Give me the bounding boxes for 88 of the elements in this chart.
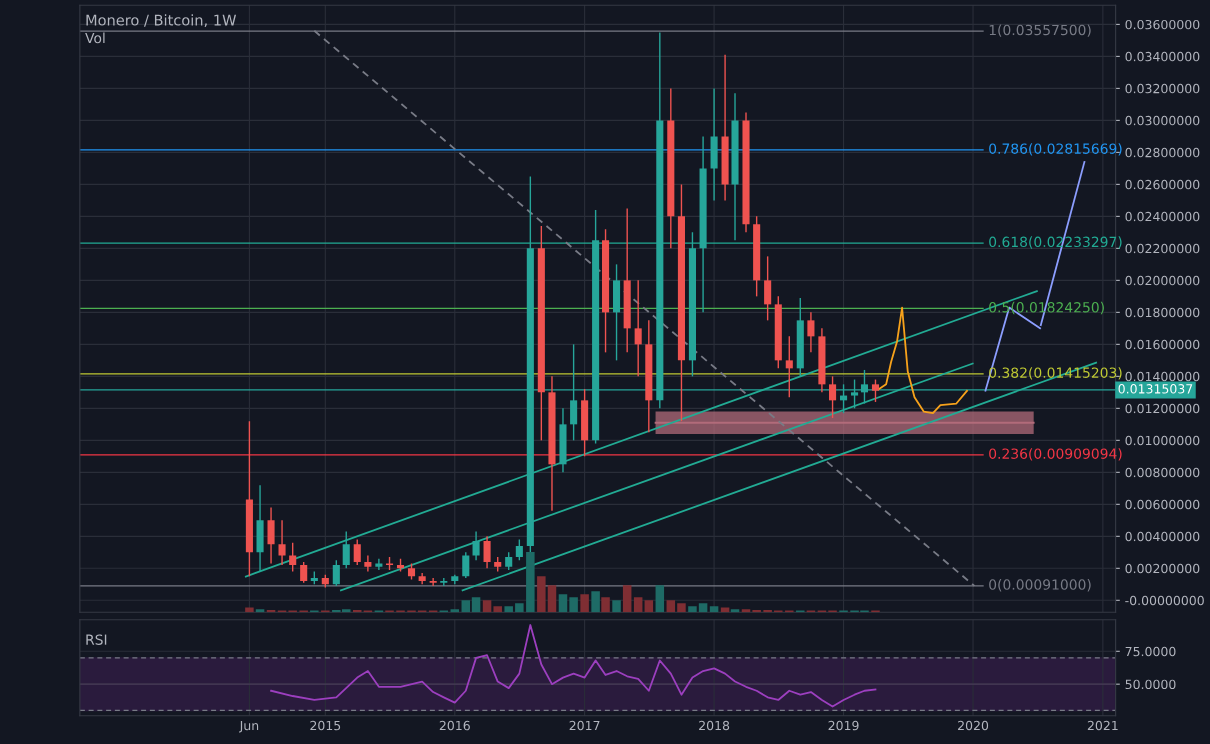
ref-line-label: 1(0.03557500) xyxy=(989,24,1091,37)
candlestick xyxy=(353,538,361,566)
candlestick xyxy=(462,551,470,579)
y-tick-label: 0.02600000 xyxy=(1125,179,1200,190)
bar xyxy=(698,603,708,613)
candlestick xyxy=(515,538,523,562)
y-tick-label: 0.02200000 xyxy=(1125,243,1200,254)
y-tick-label: 0.00800000 xyxy=(1125,467,1200,478)
text: Monero / Bitcoin, 1W xyxy=(86,14,237,28)
bar xyxy=(709,606,719,613)
annotation: RSI xyxy=(86,634,107,645)
bar xyxy=(547,585,557,613)
line-series xyxy=(270,624,877,708)
bar xyxy=(461,600,471,613)
bar xyxy=(591,591,600,613)
candlestick xyxy=(364,554,372,573)
candlestick xyxy=(764,255,772,322)
y-tick-label: 0.02800000 xyxy=(1125,147,1200,158)
y-tick-label: 0.00200000 xyxy=(1125,563,1200,574)
candlestick xyxy=(375,558,383,571)
x-tick-label: 2021 xyxy=(1087,720,1118,731)
bar xyxy=(720,607,730,613)
y-tick-label: 0.00600000 xyxy=(1125,499,1200,510)
ref-line-label: 0(0.00091000) xyxy=(989,579,1091,592)
candlestick xyxy=(429,577,437,587)
candlestick xyxy=(342,530,350,570)
y-tick-label: 50.0000 xyxy=(1125,679,1176,690)
bar xyxy=(688,606,697,613)
y-tick-label: 0.01800000 xyxy=(1125,307,1200,318)
bar xyxy=(482,600,492,613)
candlestick xyxy=(300,561,308,584)
candlestick xyxy=(267,506,275,565)
y-tick-label: 0.02000000 xyxy=(1125,275,1200,286)
y-tick-label: 0.03600000 xyxy=(1125,19,1200,30)
x-tick-label: Jun xyxy=(239,720,259,733)
bar xyxy=(515,603,524,613)
bar xyxy=(730,609,740,613)
bar xyxy=(677,603,686,613)
candlestick xyxy=(332,559,340,587)
x-tick-label: 2018 xyxy=(699,720,730,731)
x-tick-label: 2020 xyxy=(958,720,989,731)
bar xyxy=(450,609,460,613)
y-tick-label: 75.0000 xyxy=(1125,646,1176,657)
bar xyxy=(526,552,535,613)
y-tick-label: 0.01400000 xyxy=(1125,371,1200,382)
ref-line-label: 0.786(0.02815669) xyxy=(989,143,1122,156)
candlestick xyxy=(472,530,480,562)
bar xyxy=(655,585,665,613)
candlestick xyxy=(278,519,286,566)
bar xyxy=(493,606,502,613)
y-tick-label: -0.00000000 xyxy=(1125,595,1204,606)
bar xyxy=(471,597,481,613)
bar xyxy=(558,594,568,613)
bar xyxy=(601,597,610,613)
ref-line-label: 0.236(0.00909094) xyxy=(989,448,1122,461)
y-tick-label: 0.00400000 xyxy=(1125,531,1200,542)
bar xyxy=(580,594,589,613)
bar xyxy=(644,600,654,613)
y-tick-label: 0.01000000 xyxy=(1125,435,1200,446)
y-tick-label: 0.01200000 xyxy=(1125,403,1200,414)
bar xyxy=(255,609,265,613)
bar xyxy=(537,576,546,613)
bar xyxy=(245,607,254,613)
bar xyxy=(569,597,578,613)
x-tick-label: 2017 xyxy=(569,720,600,731)
candlestick xyxy=(807,311,815,354)
candlestick xyxy=(785,335,793,398)
candlestick xyxy=(634,279,642,378)
candlestick xyxy=(483,535,491,570)
bar xyxy=(504,606,513,613)
x-tick-label: 2019 xyxy=(828,720,859,731)
candlestick xyxy=(871,378,880,403)
x-tick-label: 2015 xyxy=(310,720,341,731)
candlestick xyxy=(829,375,837,419)
y-tick-label: 0.03200000 xyxy=(1125,83,1200,94)
annotation: Vol xyxy=(85,32,105,44)
y-tick-label: 0.02400000 xyxy=(1125,211,1200,222)
y-tick-label: 0.03000000 xyxy=(1125,115,1200,126)
x-tick-label: 2016 xyxy=(439,720,470,731)
bar xyxy=(741,609,751,613)
bar xyxy=(633,597,643,613)
bar xyxy=(622,585,632,613)
bar xyxy=(666,600,676,613)
candlestick xyxy=(289,542,297,573)
ref-line-label: 0.01315037 xyxy=(1118,384,1193,394)
y-tick-label: 0.01600000 xyxy=(1125,339,1200,350)
y-tick-label: 0.03400000 xyxy=(1125,51,1200,62)
bar xyxy=(612,600,621,613)
